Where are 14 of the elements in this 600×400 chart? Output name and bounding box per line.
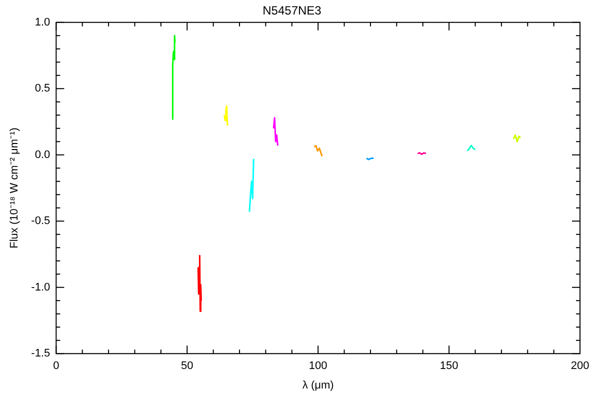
y-axis-title: Flux (10⁻¹⁸ W cm⁻² μm⁻¹) <box>8 128 21 248</box>
x-tick-label: 200 <box>570 360 590 372</box>
chart-title: N5457NE3 <box>262 4 322 18</box>
y-tick-label: 0.5 <box>34 82 50 95</box>
y-tick-label: 0.0 <box>34 148 50 161</box>
y-tick-label: -1.0 <box>31 281 50 294</box>
x-tick-label: 150 <box>440 360 458 372</box>
y-tick-label: 1.0 <box>34 16 50 28</box>
y-tick-label: -1.5 <box>31 348 50 360</box>
x-tick-label: 100 <box>308 360 328 372</box>
x-tick-label: 0 <box>53 360 60 372</box>
x-tick-label: 50 <box>180 360 194 372</box>
y-tick-label: -0.5 <box>31 215 50 228</box>
x-axis-title: λ (μm) <box>302 379 334 392</box>
